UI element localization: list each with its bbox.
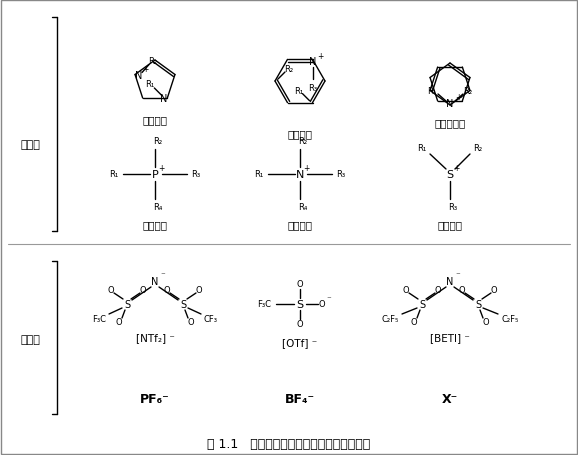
Text: R₂: R₂ [149,57,158,66]
Text: 咪唑盐型: 咪唑盐型 [143,115,168,125]
Text: S: S [297,299,303,309]
Text: O: O [188,318,194,327]
Text: X⁻: X⁻ [442,393,458,405]
Text: +: + [453,164,459,173]
Text: [NTf₂] ⁻: [NTf₂] ⁻ [136,332,175,342]
Text: +: + [142,65,148,74]
Text: [BETI] ⁻: [BETI] ⁻ [430,332,470,342]
Text: [OTf] ⁻: [OTf] ⁻ [283,337,318,347]
Text: R₂: R₂ [153,137,162,146]
Text: R₂: R₂ [473,144,483,153]
Text: ⁻: ⁻ [327,295,331,304]
Text: C₂F₅: C₂F₅ [501,315,518,324]
Text: PF₆⁻: PF₆⁻ [140,393,170,405]
Text: P: P [151,170,158,180]
Text: R₄: R₄ [153,203,162,212]
Text: R₁: R₁ [144,81,154,89]
Text: S: S [124,299,130,309]
Text: R₂: R₂ [298,137,307,146]
Text: O: O [140,286,146,295]
Text: 吡啶盐型: 吡啶盐型 [287,129,313,139]
Text: R₃: R₃ [308,84,317,93]
Text: C₂F₅: C₂F₅ [381,315,399,324]
Text: 图 1.1   组成离子液体的常见阳离子和阴离子: 图 1.1 组成离子液体的常见阳离子和阴离子 [208,438,370,450]
Text: O: O [403,286,409,295]
Text: R₃: R₃ [191,170,201,179]
Text: N: N [160,94,167,104]
Text: R₄: R₄ [298,203,307,212]
Text: N: N [151,276,159,286]
Text: S: S [446,170,454,180]
Text: +: + [158,164,164,173]
Text: O: O [297,320,303,329]
Text: 叔硫盐型: 叔硫盐型 [438,219,462,229]
Text: O: O [435,286,442,295]
Text: N: N [309,57,316,67]
Text: N: N [446,99,454,109]
Text: +: + [455,93,461,102]
Text: R₃: R₃ [449,203,458,212]
Text: O: O [491,286,497,295]
Text: O: O [108,286,114,295]
Text: 阴离子: 阴离子 [20,334,40,344]
Text: 季铵盐型: 季铵盐型 [287,219,313,229]
Text: R₁: R₁ [427,87,436,96]
Text: O: O [318,300,325,309]
Text: N: N [446,276,454,286]
Text: BF₄⁻: BF₄⁻ [285,393,315,405]
Text: S: S [419,299,425,309]
Text: O: O [483,318,490,327]
Text: 吡咯烷盐型: 吡咯烷盐型 [435,118,466,128]
Text: CF₃: CF₃ [204,315,218,324]
Text: N: N [135,71,143,81]
Text: S: S [475,299,481,309]
Text: F₃C: F₃C [257,300,271,309]
Text: N: N [296,170,304,180]
Text: R₁: R₁ [109,170,118,179]
Text: +: + [303,164,309,173]
Text: 季磷盐型: 季磷盐型 [143,219,168,229]
Text: R₁: R₁ [254,170,264,179]
Text: 阳离子: 阳离子 [20,140,40,150]
Text: O: O [164,286,171,295]
Text: O: O [459,286,465,295]
Text: O: O [297,280,303,289]
Text: R₂: R₂ [284,66,294,74]
Text: F₃C: F₃C [92,315,106,324]
Text: +: + [317,52,324,61]
Text: R₂: R₂ [464,87,473,96]
Text: R₁: R₁ [417,144,427,153]
Text: ⁻: ⁻ [161,271,165,280]
Text: O: O [116,318,123,327]
Text: R₁: R₁ [294,87,303,96]
Text: R₃: R₃ [336,170,346,179]
Text: O: O [196,286,202,295]
Text: O: O [411,318,417,327]
Text: S: S [180,299,186,309]
Text: ⁻: ⁻ [455,271,460,280]
